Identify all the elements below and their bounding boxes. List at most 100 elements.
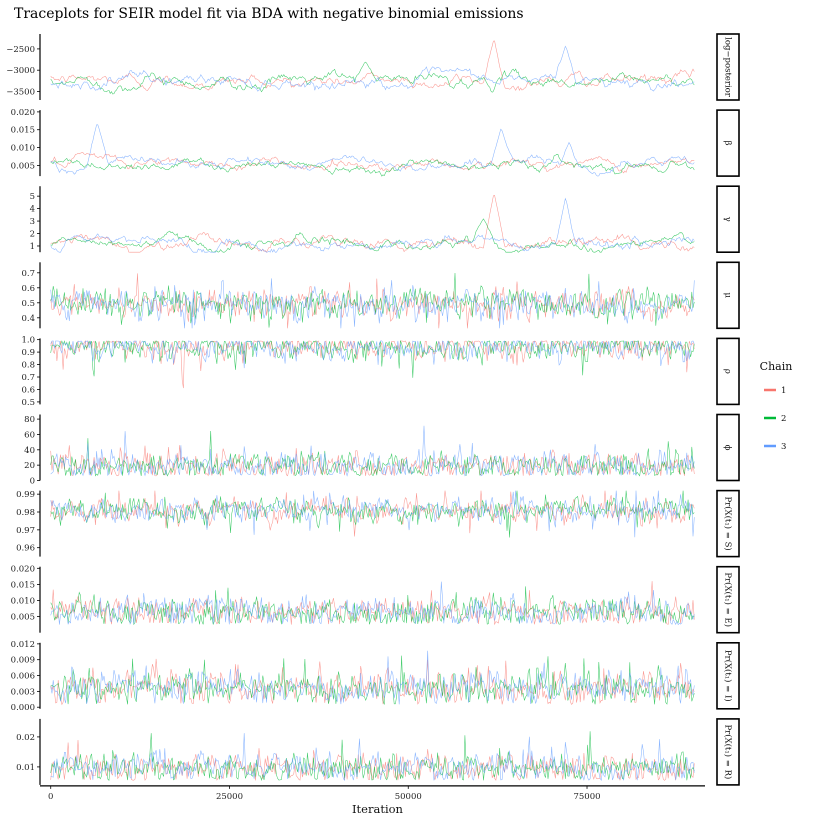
panel-5-trace-chain-2 (50, 339, 695, 378)
panel-5-y-tick-label: 0.6 (21, 385, 35, 395)
panel-10-trace-chain-3 (50, 733, 695, 782)
panel-3-strip (716, 185, 740, 253)
panel-8-y-tick-label: 0.015 (11, 580, 35, 590)
panel-1-trace-chain-2 (50, 61, 695, 95)
panel-7-y-tick-label: 0.97 (16, 526, 35, 536)
panel-4-strip (716, 261, 740, 330)
panel-10-trace-chain-2 (50, 731, 695, 782)
panel-6-trace-chain-1 (50, 445, 695, 477)
panel-9-trace-chain-1 (50, 658, 695, 706)
panel-9-y-tick-label: 0.000 (11, 703, 35, 713)
panel-8-trace-chain-3 (50, 581, 695, 626)
panel-3-y-tick-label: 5 (30, 192, 35, 202)
panel-4-y-tick-label: 0.6 (21, 284, 35, 294)
chart-title: Traceplots for SEIR model fit via BDA wi… (14, 6, 524, 22)
panel-4-y-tick-label: 0.4 (21, 314, 35, 324)
panel-9-trace-chain-3 (50, 650, 695, 705)
panel-1-strip (716, 33, 740, 101)
panel-8-strip (716, 565, 740, 634)
panel-6-y-tick-label: 20 (24, 461, 35, 471)
panel-9-y-tick-label: 0.006 (11, 672, 35, 682)
panel-6-y-tick-label: 80 (24, 415, 35, 425)
x-axis-title: Iteration (352, 802, 404, 816)
panel-4-trace-chain-3 (50, 278, 695, 329)
panel-7-trace-chain-1 (50, 490, 695, 537)
panel-3-y-tick-label: 3 (30, 217, 35, 227)
panel-1-y-tick-label: −2500 (6, 45, 35, 55)
panel-6-y-tick-label: 60 (24, 430, 35, 440)
panel-1-trace-chain-3 (50, 45, 695, 92)
panel-1-strip-label: log−posterior (723, 37, 733, 98)
panel-2-trace-chain-2 (50, 154, 695, 177)
panel-3-y-tick-label: 2 (30, 230, 35, 240)
panel-6-strip (716, 413, 740, 482)
panel-8-y-tick-label: 0.005 (11, 613, 35, 623)
legend-label-3: 3 (781, 442, 786, 452)
panel-5-y-tick-label: 0.5 (21, 398, 35, 408)
panel-3-trace-chain-3 (50, 197, 695, 253)
panel-6-y-tick-label: 40 (24, 446, 35, 456)
x-tick-label: 75000 (573, 792, 600, 802)
panel-9-y-tick-label: 0.009 (11, 656, 35, 666)
panel-9-y-tick-label: 0.003 (11, 687, 35, 697)
panel-2-strip (716, 109, 740, 177)
panel-10-y-tick-label: 0.01 (16, 763, 35, 773)
panel-5-trace-chain-1 (50, 339, 695, 389)
panel-8-trace-chain-2 (50, 586, 695, 626)
panel-6-trace-chain-3 (50, 425, 695, 477)
legend-title: Chain (760, 360, 793, 373)
x-tick-label: 25000 (216, 792, 243, 802)
panel-7-strip (716, 489, 740, 558)
panel-1-y-tick-label: −3000 (6, 66, 35, 76)
panel-3-trace-chain-2 (50, 218, 695, 253)
panel-6-y-tick-label: 0 (30, 477, 35, 487)
panel-8-y-tick-label: 0.010 (11, 597, 35, 607)
panel-2-strip-label: β (723, 141, 733, 146)
panel-7-strip-label: Pr(X(t₁) = S) (723, 496, 734, 550)
panel-8-y-tick-label: 0.020 (11, 564, 35, 574)
panel-5-strip (716, 337, 740, 406)
panel-5-strip-label: ρ (723, 369, 733, 374)
panel-7-y-tick-label: 0.98 (16, 508, 35, 518)
panel-10-strip-label: Pr(X(t₁) = R) (723, 724, 734, 779)
panel-1-trace-chain-1 (50, 40, 695, 92)
panel-5-trace-chain-3 (50, 340, 695, 369)
panel-10-strip (716, 718, 740, 786)
panel-5-y-tick-label: 0.8 (21, 361, 35, 371)
panel-8-strip-label: Pr(X(t₁) = E) (723, 572, 734, 627)
panel-5-y-tick-label: 0.9 (21, 348, 35, 358)
x-tick-label: 0 (48, 792, 53, 802)
panel-5-y-tick-label: 1.0 (21, 336, 35, 346)
panel-9-trace-chain-2 (50, 655, 695, 705)
panel-2-y-tick-label: 0.020 (11, 108, 35, 118)
panel-2-y-tick-label: 0.010 (11, 144, 35, 154)
x-tick-label: 50000 (395, 792, 422, 802)
legend-label-2: 2 (781, 414, 786, 424)
panel-4-y-tick-label: 0.7 (21, 269, 35, 279)
panel-7-y-tick-label: 0.96 (16, 544, 35, 554)
panel-8-trace-chain-1 (50, 581, 695, 626)
panel-4-trace-chain-2 (50, 272, 695, 328)
panel-2-trace-chain-1 (50, 152, 695, 174)
legend-label-1: 1 (781, 386, 786, 396)
panel-2-y-tick-label: 0.005 (11, 161, 35, 171)
panel-2-trace-chain-3 (50, 124, 695, 177)
panel-1-y-tick-label: −3500 (6, 87, 35, 97)
panel-7-trace-chain-2 (50, 490, 695, 538)
panel-3-y-tick-label: 4 (30, 205, 35, 215)
panel-4-strip-label: μ (723, 293, 733, 299)
panel-10-y-tick-label: 0.02 (16, 733, 35, 743)
panel-9-strip-label: Pr(X(t₁) = I) (723, 650, 734, 702)
panel-4-y-tick-label: 0.5 (21, 299, 35, 309)
panel-3-trace-chain-1 (50, 194, 695, 253)
panel-7-trace-chain-3 (50, 490, 695, 538)
panel-3-y-tick-label: 1 (30, 242, 35, 252)
panel-6-strip-label: ϕ (723, 445, 733, 451)
panel-4-trace-chain-1 (50, 273, 695, 329)
panel-2-y-tick-label: 0.015 (11, 126, 35, 136)
panel-9-y-tick-label: 0.012 (11, 640, 35, 650)
panel-5-y-tick-label: 0.7 (21, 373, 35, 383)
panel-10-trace-chain-1 (50, 739, 695, 781)
panel-7-y-tick-label: 0.99 (16, 490, 35, 500)
